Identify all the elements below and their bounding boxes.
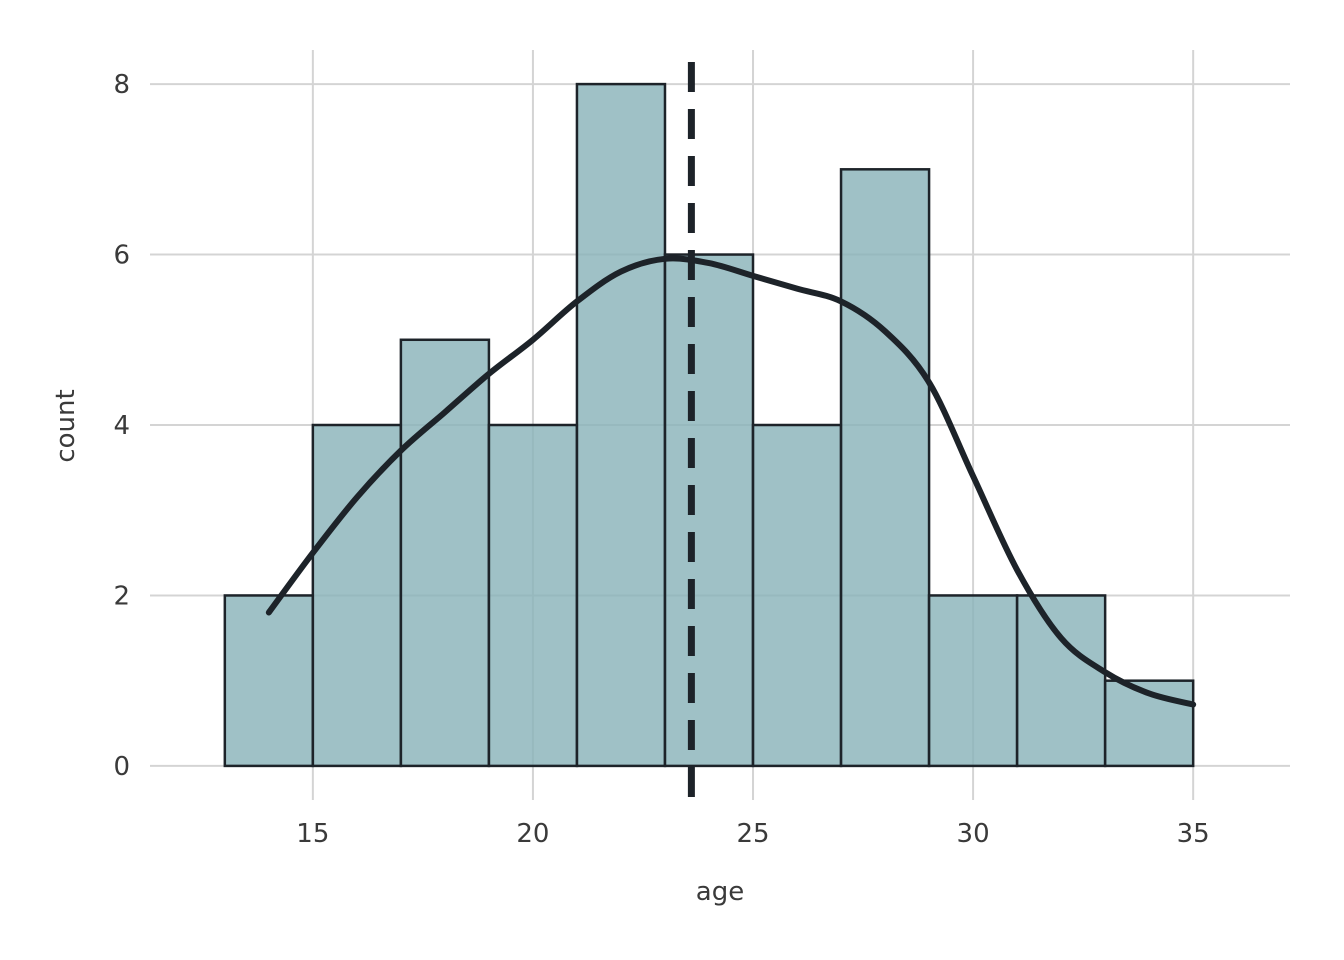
- histogram-bar: [311, 423, 403, 768]
- x-tick-label: 15: [296, 819, 329, 849]
- y-tick-label: 4: [113, 411, 130, 441]
- x-axis-ticks: 15 20 25 30 35: [296, 819, 1209, 849]
- histogram-bar: [575, 82, 667, 768]
- x-axis-title: age: [696, 877, 744, 907]
- x-tick-label: 35: [1177, 819, 1210, 849]
- histogram-bar: [223, 594, 315, 768]
- histogram-bar: [663, 253, 755, 768]
- histogram-bar: [751, 423, 843, 768]
- histogram-bar: [839, 168, 931, 768]
- x-tick-label: 20: [516, 819, 549, 849]
- histogram-bar: [927, 594, 1019, 768]
- histogram-bar: [399, 338, 491, 768]
- y-tick-label: 0: [113, 752, 130, 782]
- histogram-bars: [223, 82, 1195, 768]
- y-axis-title: count: [51, 389, 81, 462]
- x-tick-label: 25: [736, 819, 769, 849]
- density-curve: [265, 255, 1197, 708]
- y-tick-label: 2: [113, 581, 130, 611]
- y-tick-label: 6: [113, 241, 130, 271]
- x-tick-label: 30: [957, 819, 990, 849]
- y-tick-label: 8: [113, 70, 130, 100]
- y-axis-ticks: 0 2 4 6 8: [113, 70, 130, 782]
- histogram-bar: [487, 423, 579, 768]
- histogram-bar: [1015, 594, 1107, 768]
